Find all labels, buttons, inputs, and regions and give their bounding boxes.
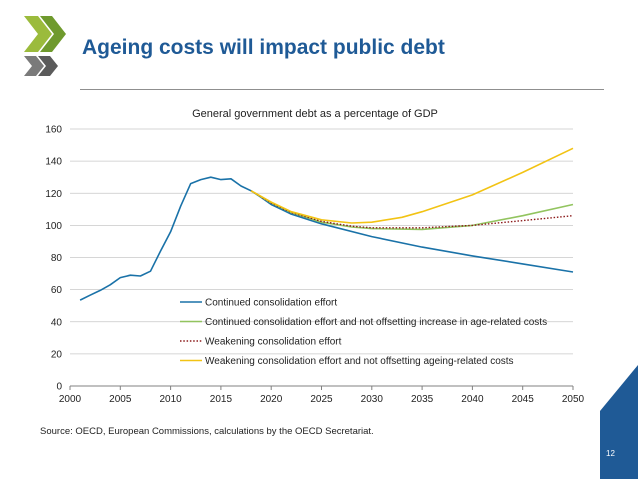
y-tick-label: 60	[51, 285, 63, 296]
x-tick-label: 2030	[361, 394, 384, 405]
page-number: 12	[606, 449, 615, 458]
y-tick-label: 0	[56, 382, 62, 393]
debt-line-chart: General government debt as a percentage …	[45, 108, 584, 406]
x-tick-label: 2010	[159, 394, 182, 405]
x-tick-label: 2015	[210, 394, 233, 405]
legend-label-3: Weakening consolidation effort	[205, 337, 342, 348]
y-tick-label: 160	[45, 125, 62, 136]
x-tick-label: 2005	[109, 394, 132, 405]
series-line-1	[79, 176, 574, 301]
y-tick-label: 120	[45, 189, 62, 200]
oecd-logo-icon	[24, 16, 66, 76]
legend-label-1: Continued consolidation effort	[205, 298, 337, 309]
source-note: Source: OECD, European Commissions, calc…	[40, 426, 374, 437]
y-tick-label: 100	[45, 221, 62, 232]
legend-label-4: Weakening consolidation effort and not o…	[205, 356, 514, 367]
y-tick-label: 140	[45, 157, 62, 168]
y-tick-label: 40	[51, 317, 63, 328]
page-title: Ageing costs will impact public debt	[82, 36, 445, 59]
x-tick-label: 2025	[310, 394, 333, 405]
series-line-3	[250, 190, 574, 229]
x-tick-label: 2040	[461, 394, 484, 405]
x-tick-label: 2035	[411, 394, 434, 405]
x-tick-label: 2000	[59, 394, 82, 405]
series-line-4	[250, 147, 574, 224]
y-tick-label: 80	[51, 253, 63, 264]
x-tick-label: 2020	[260, 394, 283, 405]
chart-title: General government debt as a percentage …	[192, 108, 438, 120]
grid-lines	[70, 128, 573, 355]
series-line-2	[250, 190, 574, 231]
legend: Continued consolidation effort Continued …	[180, 298, 547, 367]
corner-decoration	[600, 365, 638, 479]
series-lines	[79, 147, 574, 301]
x-tick-label: 2045	[512, 394, 535, 405]
legend-label-2: Continued consolidation effort and not o…	[205, 317, 547, 328]
title-divider	[80, 89, 604, 90]
x-tick-label: 2050	[562, 394, 585, 405]
y-tick-label: 20	[51, 349, 63, 360]
